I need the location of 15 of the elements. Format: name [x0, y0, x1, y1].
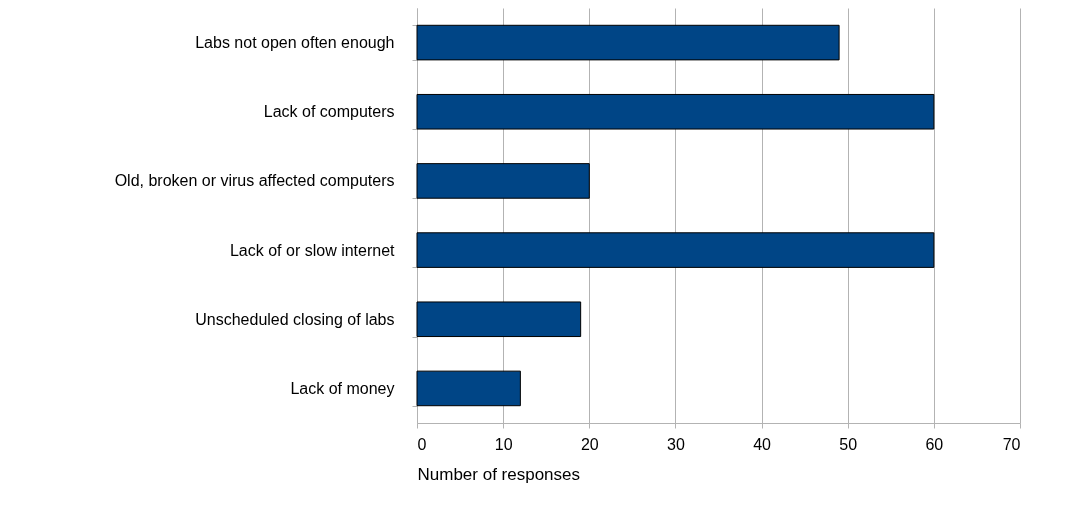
y-tick-label: Lack of money	[290, 379, 395, 397]
x-tick-label: 70	[1002, 435, 1021, 453]
x-tick-label: 60	[925, 435, 944, 453]
y-tick-label: Lack of computers	[263, 103, 395, 121]
x-tick-label: 30	[667, 435, 685, 453]
x-tick-label: 0	[417, 435, 427, 453]
y-tick-label: Old, broken or virus affected computers	[114, 172, 395, 190]
y-tick-label: Unscheduled closing of labs	[195, 310, 395, 328]
x-tick-label: 20	[580, 435, 599, 453]
x-tick-label: 50	[839, 435, 858, 453]
x-tick-label: 40	[753, 435, 772, 453]
y-tick-label: Lack of or slow internet	[229, 241, 396, 259]
y-tick-label: Labs not open often enough	[195, 34, 395, 52]
x-axis-title: Number of responses	[417, 464, 581, 484]
x-tick-label: 10	[494, 435, 513, 453]
